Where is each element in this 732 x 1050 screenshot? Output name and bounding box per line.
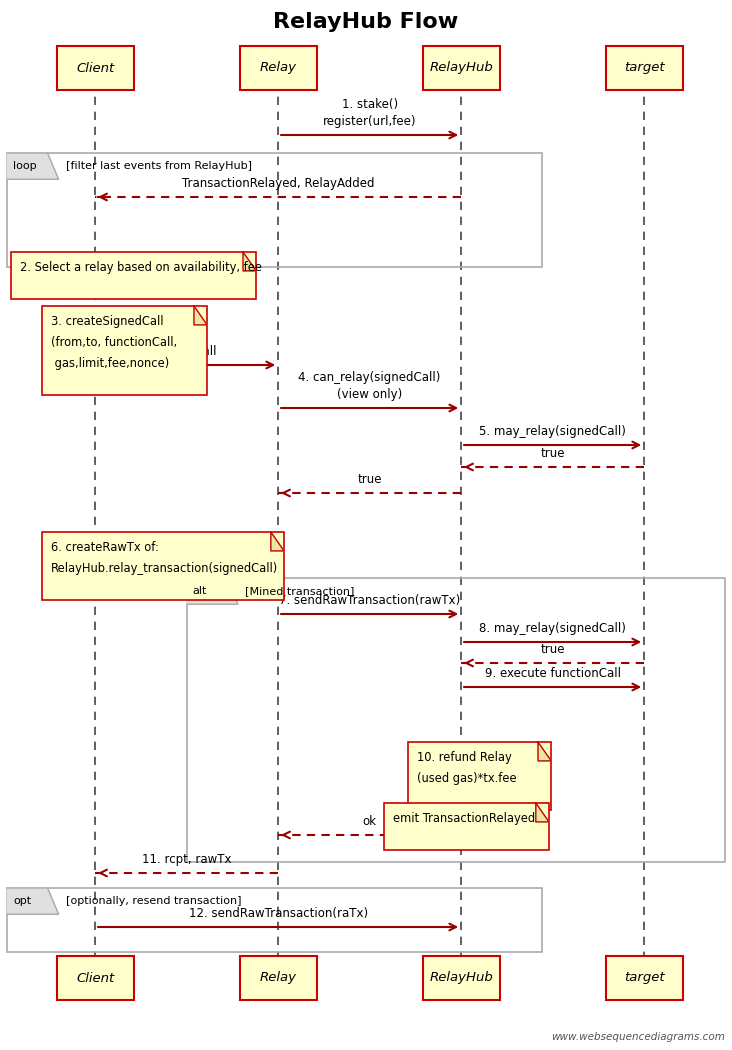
Text: alt: alt [193,586,207,595]
Text: 6. createRawTx of:: 6. createRawTx of: [51,541,159,554]
Text: emit TransactionRelayed: emit TransactionRelayed [393,813,535,825]
Text: [Mined transaction]: [Mined transaction] [245,586,354,595]
Bar [7,153,542,267]
Text: RelayHub.relay_transaction(signedCall): RelayHub.relay_transaction(signedCall) [51,562,278,575]
Text: true: true [540,643,565,655]
Bar [42,532,284,601]
Text: 2. Select a relay based on availability, fee: 2. Select a relay based on availability,… [20,261,262,274]
Bar [11,252,256,299]
Text: Relay: Relay [260,971,296,985]
Text: ok: ok [362,815,377,827]
Bar [605,956,682,1000]
Text: RelayHub: RelayHub [429,971,493,985]
Text: 8. may_relay(signedCall): 8. may_relay(signedCall) [479,622,626,634]
Text: Client: Client [76,971,114,985]
Bar [384,803,549,850]
Bar [422,46,499,90]
Text: (from,to, functionCall,: (from,to, functionCall, [51,336,177,350]
Text: TransactionRelayed, RelayAdded: TransactionRelayed, RelayAdded [182,176,374,190]
Polygon shape [536,803,549,822]
Text: opt: opt [13,896,31,905]
Bar [187,578,725,862]
Text: loop: loop [13,161,37,170]
Bar [605,46,682,90]
Text: www.websequencediagrams.com: www.websequencediagrams.com [550,1031,725,1042]
Bar [239,46,316,90]
Polygon shape [7,888,59,915]
Polygon shape [271,532,284,551]
Text: 12. sendRawTransaction(raTx): 12. sendRawTransaction(raTx) [189,906,367,920]
Text: signedCall: signedCall [156,344,217,358]
Text: 7. sendRawTransaction(rawTx): 7. sendRawTransaction(rawTx) [279,593,460,607]
Text: register(url,fee): register(url,fee) [323,114,417,128]
Text: 5. may_relay(signedCall): 5. may_relay(signedCall) [479,424,626,438]
Text: RelayHub Flow: RelayHub Flow [273,12,459,32]
Text: Relay: Relay [260,62,296,75]
Text: target: target [624,62,665,75]
Text: target: target [624,971,665,985]
Text: Client: Client [76,62,114,75]
Polygon shape [538,742,551,761]
Polygon shape [7,153,59,180]
Polygon shape [187,578,238,604]
Text: 1. stake(): 1. stake() [342,98,397,111]
Bar [57,46,133,90]
Text: [filter last events from RelayHub]: [filter last events from RelayHub] [66,161,252,170]
Bar [422,956,499,1000]
Text: 9. execute functionCall: 9. execute functionCall [485,667,621,679]
Bar [57,956,133,1000]
Text: true: true [540,446,565,460]
Bar [7,888,542,952]
Text: [optionally, resend transaction]: [optionally, resend transaction] [66,896,242,905]
Text: true: true [357,472,382,486]
Text: (used gas)*tx.fee: (used gas)*tx.fee [417,772,517,785]
Bar [239,956,316,1000]
Text: (view only): (view only) [337,387,403,401]
Polygon shape [243,252,256,271]
Text: 4. can_relay(signedCall): 4. can_relay(signedCall) [299,371,441,384]
Text: 11. rcpt, rawTx: 11. rcpt, rawTx [142,853,231,865]
Text: 3. createSignedCall: 3. createSignedCall [51,315,164,329]
Polygon shape [194,306,207,324]
Text: RelayHub: RelayHub [429,62,493,75]
Bar [42,306,207,395]
Text: gas,limit,fee,nonce): gas,limit,fee,nonce) [51,357,170,371]
Bar [408,742,551,811]
Text: 10. refund Relay: 10. refund Relay [417,751,512,764]
